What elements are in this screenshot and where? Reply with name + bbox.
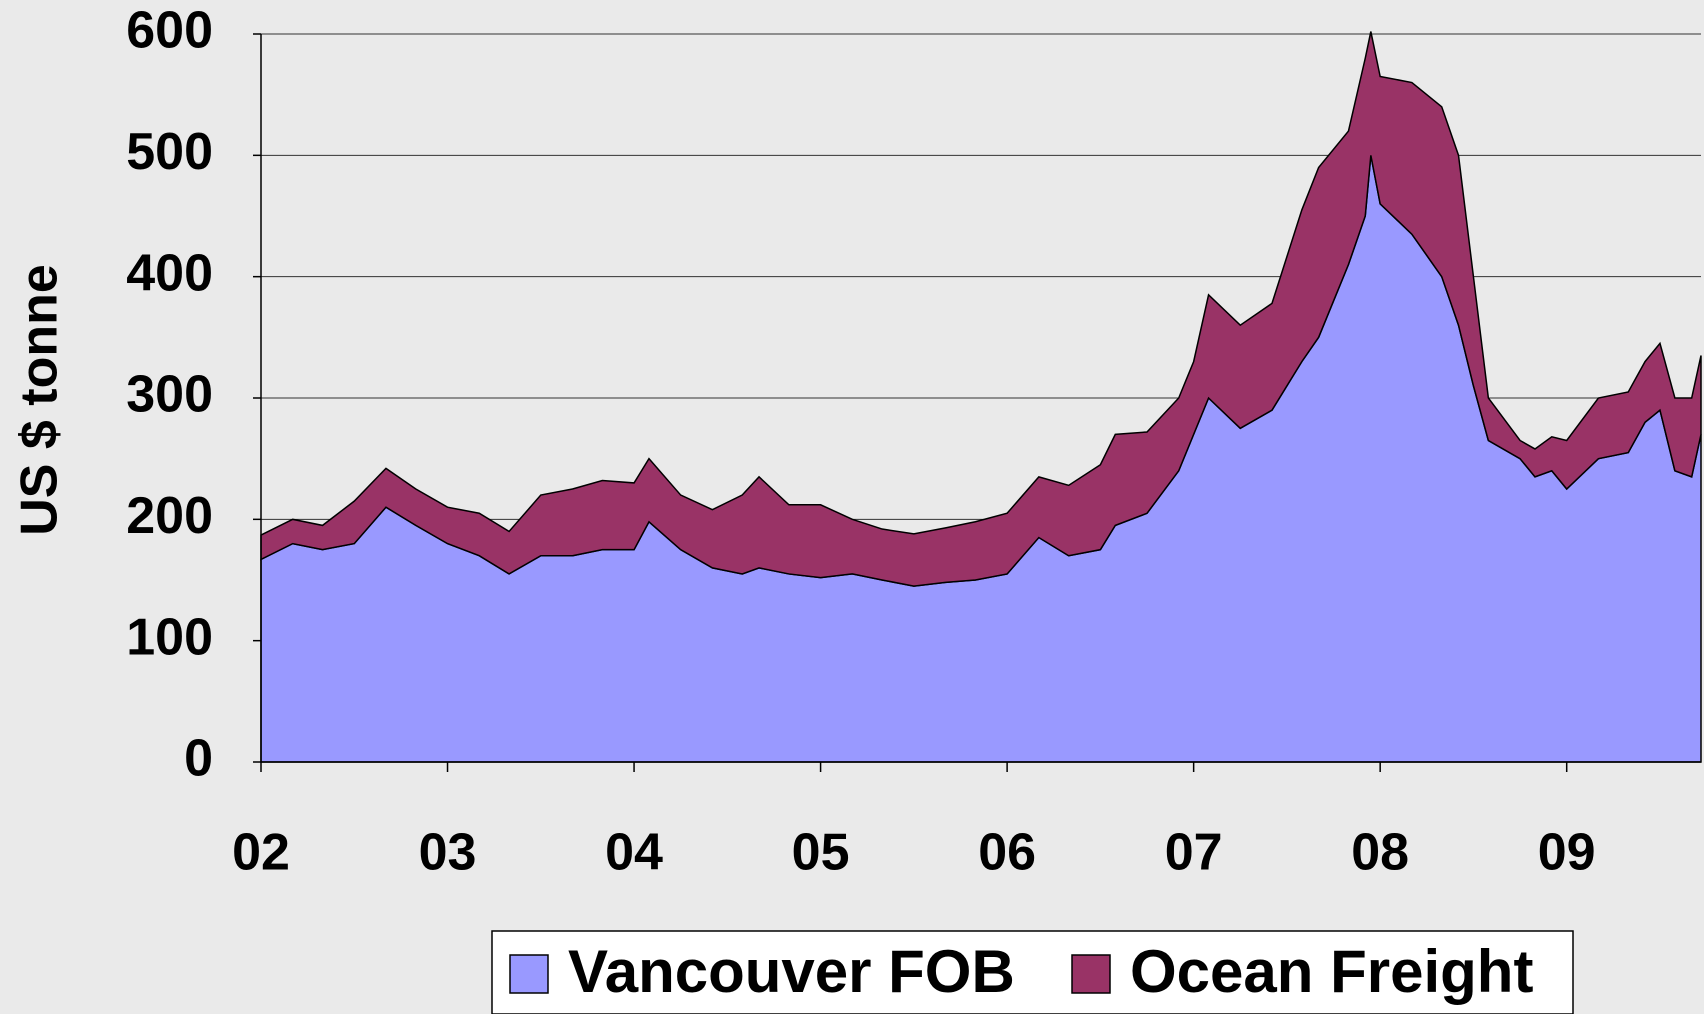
y-tick-label: 0 [184,730,213,788]
x-tick-label: 06 [978,824,1036,882]
x-tick-label: 09 [1538,824,1596,882]
x-tick-label: 03 [419,824,477,882]
legend-label: Vancouver FOB [568,938,1015,1005]
y-tick-label: 300 [126,366,213,424]
y-tick-label: 600 [126,2,213,60]
y-tick-label: 400 [126,244,213,302]
x-tick-label: 05 [792,824,850,882]
y-tick-label: 200 [126,487,213,545]
y-tick-label: 100 [126,608,213,666]
legend-box [491,930,1574,1014]
area [260,31,1702,587]
legend-label: Ocean Freight [1130,938,1533,1005]
y-tick-label: 500 [126,123,213,181]
legend-swatch [509,954,549,994]
x-tick-label: 04 [605,824,663,882]
x-tick-label: 08 [1351,824,1409,882]
x-tick-label: 02 [232,824,290,882]
legend-swatch [1071,954,1111,994]
y-axis-label: US $ tonne [11,264,69,536]
x-tick-label: 07 [1165,824,1223,882]
